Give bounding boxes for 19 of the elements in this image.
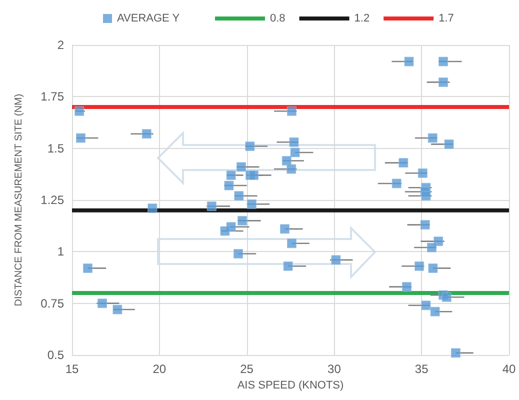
y-tick-label: 1.25 bbox=[40, 193, 64, 207]
y-tick-label: 2 bbox=[57, 38, 64, 52]
x-tick-label: 40 bbox=[502, 362, 516, 376]
x-axis-title: AIS SPEED (KNOTS) bbox=[237, 379, 344, 392]
legend-label: 1.7 bbox=[438, 12, 454, 24]
y-tick-label: 1 bbox=[57, 244, 64, 259]
x-tick-label: 20 bbox=[152, 362, 166, 376]
x-tick-label: 15 bbox=[65, 362, 79, 376]
x-tick-label: 35 bbox=[414, 362, 429, 376]
y-tick-label: 1.75 bbox=[40, 90, 64, 104]
legend-label: AVERAGE Y bbox=[117, 12, 180, 24]
legend-label: 1.2 bbox=[354, 12, 370, 24]
x-tick-label: 30 bbox=[328, 362, 342, 376]
x-tick-label: 25 bbox=[240, 362, 254, 376]
y-axis-title: DISTANCE FROM MEASUREMENT SITE (NM) bbox=[14, 94, 24, 306]
legend-label: 0.8 bbox=[270, 12, 286, 24]
y-tick-label: 0.5 bbox=[47, 348, 64, 362]
y-tick-label: 1.5 bbox=[47, 141, 64, 156]
y-tick-label: 0.75 bbox=[40, 296, 64, 310]
